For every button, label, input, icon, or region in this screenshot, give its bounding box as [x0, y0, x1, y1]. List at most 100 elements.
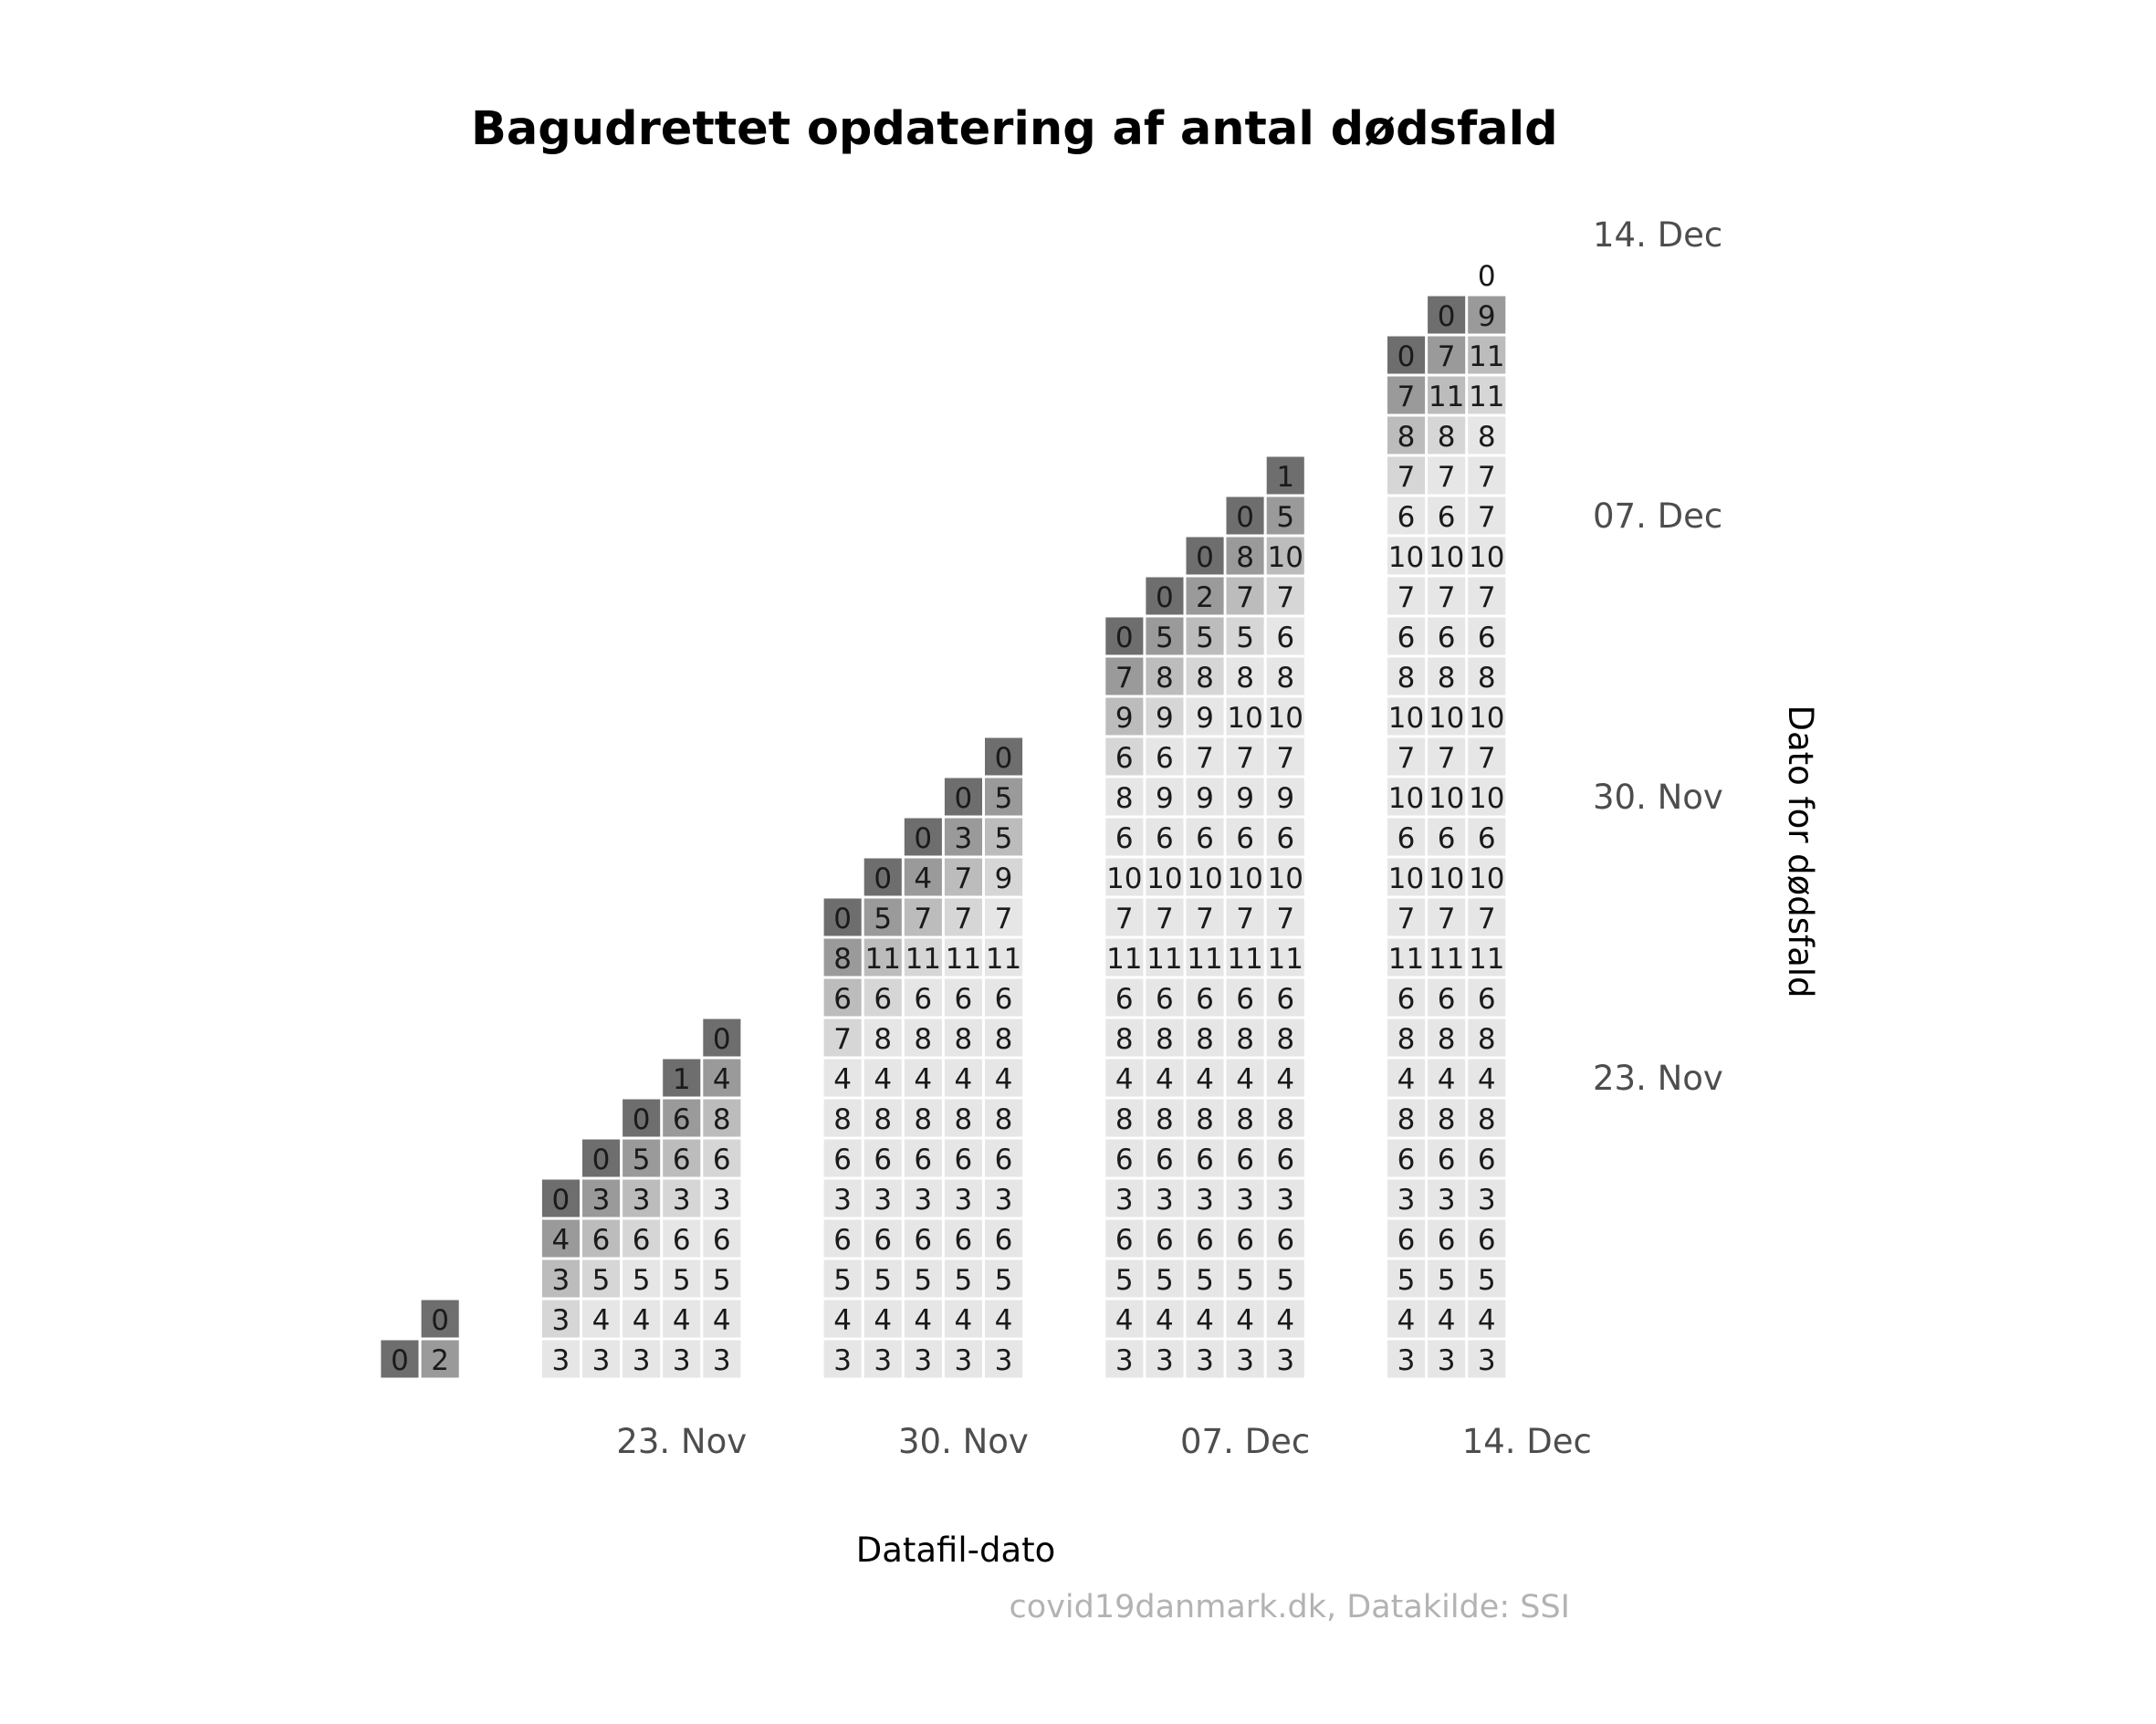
heatmap-cell: [1468, 1019, 1506, 1057]
cell-value-label: 0: [1478, 260, 1496, 293]
cell-value-label: 4: [1115, 1063, 1134, 1096]
cell-value-label: 6: [1196, 1224, 1214, 1257]
cell-value-label: 11: [1146, 943, 1182, 976]
cell-value-label: 10: [1429, 541, 1464, 574]
cell-value-label: 3: [1438, 1184, 1456, 1217]
cell-value-label: 6: [1196, 983, 1214, 1016]
heatmap-cell: [1146, 1219, 1184, 1258]
cell-value-label: 6: [874, 1144, 892, 1176]
cell-value-label: 8: [833, 1103, 852, 1136]
heatmap-cell: [1226, 1139, 1264, 1177]
heatmap-cell: [1468, 336, 1506, 374]
cell-value-label: 8: [1236, 1023, 1254, 1056]
cell-value-label: 11: [905, 943, 941, 976]
heatmap-cell: [421, 1340, 459, 1378]
heatmap-cell: [541, 1300, 580, 1338]
cell-value-label: 7: [833, 1023, 852, 1056]
heatmap-cell: [1226, 496, 1264, 535]
cell-value-label: 11: [1429, 381, 1464, 413]
cell-value-label: 10: [1429, 862, 1464, 895]
heatmap-cell: [904, 1340, 942, 1378]
heatmap-cell: [1387, 1139, 1426, 1177]
heatmap-cell: [1428, 456, 1466, 495]
cell-value-label: 6: [1397, 622, 1416, 654]
cell-value-label: 4: [673, 1304, 691, 1337]
cell-value-label: 6: [1156, 742, 1174, 775]
heatmap-cell: [1186, 1179, 1224, 1217]
cell-value-label: 0: [713, 1023, 731, 1056]
cell-value-label: 0: [995, 742, 1013, 775]
heatmap-cell: [1387, 657, 1426, 695]
cell-value-label: 6: [1438, 1224, 1456, 1257]
heatmap-cell: [582, 1259, 621, 1298]
heatmap-cell: [1387, 778, 1426, 816]
cell-value-label: 6: [592, 1224, 611, 1257]
heatmap-cell: [1428, 1340, 1466, 1378]
heatmap-cell: [904, 938, 942, 977]
cell-value-label: 3: [995, 1184, 1013, 1217]
cell-value-label: 8: [1478, 1103, 1496, 1136]
heatmap-cell: [1428, 617, 1466, 655]
cell-value-label: 6: [673, 1224, 691, 1257]
heatmap-cell: [1428, 537, 1466, 575]
heatmap-cell: [1428, 858, 1466, 896]
cell-value-label: 11: [1187, 943, 1222, 976]
heatmap-cell: [1468, 1179, 1506, 1217]
cell-value-label: 8: [713, 1103, 731, 1136]
heatmap-cell: [1428, 577, 1466, 615]
cell-value-label: 8: [1196, 1103, 1214, 1136]
heatmap-cell: [823, 1059, 862, 1097]
heatmap-cell: [1226, 1019, 1264, 1057]
heatmap-cell: [1105, 1179, 1144, 1217]
cell-value-label: 6: [1397, 822, 1416, 855]
heatmap-cell: [944, 1340, 982, 1378]
cell-value-label: 8: [1438, 1023, 1456, 1056]
heatmap-cell: [1428, 1099, 1466, 1137]
y-tick-label: 30. Nov: [1593, 778, 1723, 817]
heatmap-cell: [1428, 697, 1466, 736]
heatmap-cell: [863, 1179, 902, 1217]
heatmap-cell: [1146, 1059, 1184, 1097]
cell-value-label: 7: [1397, 742, 1416, 775]
heatmap-cell: [863, 1219, 902, 1258]
cell-value-label: 3: [633, 1344, 651, 1377]
heatmap-cell: [663, 1300, 701, 1338]
cell-value-label: 0: [1115, 622, 1134, 654]
cell-value-label: 4: [955, 1304, 973, 1337]
heatmap-cell: [1186, 1099, 1224, 1137]
cell-value-label: 5: [874, 1264, 892, 1297]
cell-value-label: 6: [1438, 822, 1456, 855]
cell-value-label: 6: [1478, 1144, 1496, 1176]
cell-value-label: 4: [713, 1304, 731, 1337]
cell-value-label: 3: [833, 1184, 852, 1217]
heatmap-cell: [1266, 818, 1304, 856]
heatmap-cell: [1105, 858, 1144, 896]
cell-value-label: 3: [1397, 1184, 1416, 1217]
cell-value-label: 6: [995, 1224, 1013, 1257]
cell-value-label: 5: [1115, 1264, 1134, 1297]
cell-value-label: 6: [1115, 1144, 1134, 1176]
heatmap-cell: [1105, 1300, 1144, 1338]
heatmap-cell: [1226, 657, 1264, 695]
heatmap-cell: [1428, 778, 1466, 816]
cell-value-label: 7: [1115, 903, 1134, 935]
heatmap-cell: [1468, 778, 1506, 816]
heatmap-cell: [1266, 1219, 1304, 1258]
heatmap-cell: [1387, 617, 1426, 655]
heatmap-cell: [1387, 1340, 1426, 1378]
heatmap-cell: [823, 938, 862, 977]
heatmap-cell: [904, 1300, 942, 1338]
cell-value-label: 6: [633, 1224, 651, 1257]
x-tick-label: 14. Dec: [1462, 1422, 1592, 1461]
cell-value-label: 6: [1115, 742, 1134, 775]
cell-value-label: 6: [1397, 1224, 1416, 1257]
cell-value-label: 10: [1227, 862, 1262, 895]
heatmap-cell: [1105, 1059, 1144, 1097]
cell-value-label: 8: [1276, 1023, 1294, 1056]
heatmap-cell: [1266, 1019, 1304, 1057]
heatmap-cell: [623, 1099, 661, 1137]
heatmap-cell: [1266, 657, 1304, 695]
heatmap-cell: [1387, 376, 1426, 414]
cell-value-label: 7: [1397, 461, 1416, 494]
cell-value-label: 6: [955, 1224, 973, 1257]
